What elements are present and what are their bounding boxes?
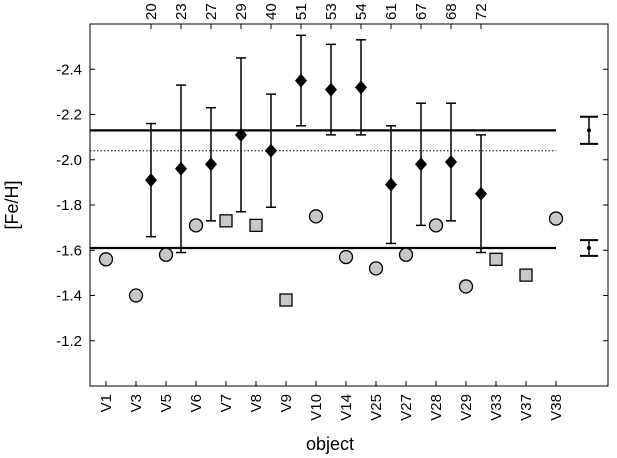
square-point: [519, 268, 533, 282]
x-tick-label: V1: [98, 394, 115, 412]
diamond-point: [415, 157, 427, 172]
x-tick-label: V8: [248, 394, 265, 412]
top-tick-label: 53: [323, 3, 340, 20]
y-tick-label: -2.4: [56, 61, 82, 78]
x-tick-label: V28: [428, 394, 445, 421]
y-tick-label: -1.8: [56, 197, 82, 214]
top-tick-label: 51: [293, 3, 310, 20]
top-tick-label: 61: [383, 3, 400, 20]
circle-point: [398, 247, 414, 262]
circle-point: [458, 279, 474, 294]
square-point: [279, 293, 293, 307]
x-tick-label: V25: [368, 394, 385, 421]
top-tick-label: 72: [473, 3, 490, 20]
x-tick-label: V3: [128, 394, 145, 412]
diamond-point: [235, 127, 247, 142]
y-axis-label: [Fe/H]: [2, 180, 22, 229]
top-tick-label: 67: [413, 3, 430, 20]
x-tick-label: V33: [488, 394, 505, 421]
circle-point: [98, 252, 114, 267]
x-tick-label: V10: [308, 394, 325, 421]
diamond-point: [355, 80, 367, 95]
x-tick-label: V37: [518, 394, 535, 421]
circle-point: [188, 218, 204, 233]
top-tick-label: 40: [263, 3, 280, 20]
square-point: [219, 214, 233, 228]
y-tick-label: -1.6: [56, 242, 82, 259]
circle-point: [128, 288, 144, 303]
diamond-point: [385, 177, 397, 192]
top-tick-label: 27: [203, 3, 220, 20]
top-tick-label: 68: [443, 3, 460, 20]
mean-point: [587, 245, 591, 250]
y-tick-label: -2.2: [56, 107, 82, 124]
top-tick-label: 20: [143, 3, 160, 20]
diamond-point: [265, 143, 277, 158]
top-tick-label: 23: [173, 3, 190, 20]
diamond-point: [445, 155, 457, 170]
circle-point: [548, 211, 564, 226]
diamond-point: [325, 82, 337, 97]
diamond-point: [475, 186, 487, 201]
x-tick-label: V6: [188, 394, 205, 412]
diamond-point: [145, 173, 157, 188]
top-tick-label: 29: [233, 3, 250, 20]
x-tick-label: V7: [218, 394, 235, 412]
x-tick-label: V27: [398, 394, 415, 421]
x-tick-label: V5: [158, 394, 175, 412]
circle-point: [428, 218, 444, 233]
circle-point: [338, 249, 354, 265]
plot-frame: [89, 23, 609, 387]
circle-point: [308, 209, 324, 224]
diamond-point: [175, 161, 187, 176]
square-point: [489, 252, 503, 266]
mean-point: [587, 128, 591, 133]
y-tick-label: -1.2: [56, 333, 82, 350]
x-tick-label: V14: [338, 394, 355, 421]
x-tick-label: V9: [278, 394, 295, 412]
top-tick-label: 54: [353, 3, 370, 20]
x-tick-label: V29: [458, 394, 475, 421]
circle-point: [368, 261, 384, 276]
diamond-point: [295, 73, 307, 88]
square-point: [249, 218, 263, 233]
diamond-point: [205, 157, 217, 172]
x-tick-label: V38: [548, 394, 565, 421]
circle-point: [158, 247, 174, 262]
y-tick-label: -2.0: [56, 152, 82, 169]
y-tick-label: -1.4: [56, 288, 82, 305]
x-axis-label: object: [306, 434, 354, 454]
